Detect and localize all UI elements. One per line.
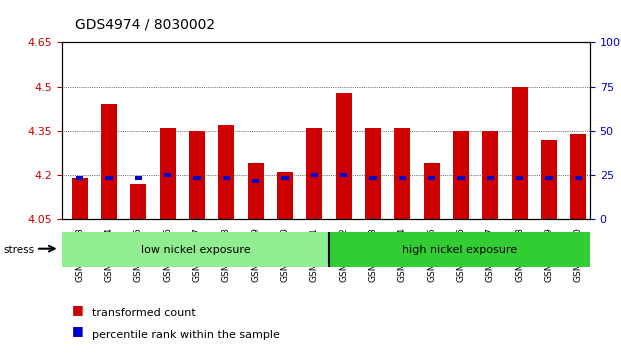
Bar	[310, 173, 318, 177]
Bar	[365, 128, 381, 219]
Bar	[570, 134, 586, 219]
Bar	[101, 104, 117, 219]
Text: low nickel exposure: low nickel exposure	[141, 245, 250, 255]
Text: ■: ■	[71, 325, 83, 337]
Bar	[428, 176, 435, 180]
Bar	[424, 164, 440, 219]
Bar	[340, 173, 347, 177]
Bar	[329, 232, 590, 267]
Bar	[106, 176, 112, 180]
Text: high nickel exposure: high nickel exposure	[402, 245, 517, 255]
Bar	[135, 176, 142, 180]
Bar	[62, 232, 329, 267]
Bar	[574, 176, 582, 180]
Text: transformed count: transformed count	[92, 308, 196, 318]
Bar	[394, 128, 410, 219]
Bar	[71, 178, 88, 219]
Text: stress: stress	[3, 245, 34, 255]
Bar	[130, 184, 147, 219]
Bar	[335, 93, 351, 219]
Bar	[193, 176, 201, 180]
Bar	[512, 87, 528, 219]
Bar	[399, 176, 406, 180]
Bar	[487, 176, 494, 180]
Bar	[369, 176, 376, 180]
Bar	[223, 176, 230, 180]
Bar	[453, 131, 469, 219]
Bar	[218, 125, 234, 219]
Bar	[545, 176, 553, 180]
Bar	[281, 176, 289, 180]
Text: percentile rank within the sample: percentile rank within the sample	[92, 330, 280, 339]
Bar	[306, 128, 322, 219]
Bar	[457, 176, 465, 180]
Bar	[482, 131, 498, 219]
Bar	[164, 173, 171, 177]
Bar	[76, 176, 83, 180]
Bar	[160, 128, 176, 219]
Bar	[248, 164, 264, 219]
Text: GDS4974 / 8030002: GDS4974 / 8030002	[75, 17, 215, 31]
Bar	[516, 176, 524, 180]
Text: ■: ■	[71, 303, 83, 316]
Bar	[189, 131, 205, 219]
Bar	[252, 179, 260, 183]
Bar	[277, 172, 293, 219]
Bar	[541, 140, 557, 219]
